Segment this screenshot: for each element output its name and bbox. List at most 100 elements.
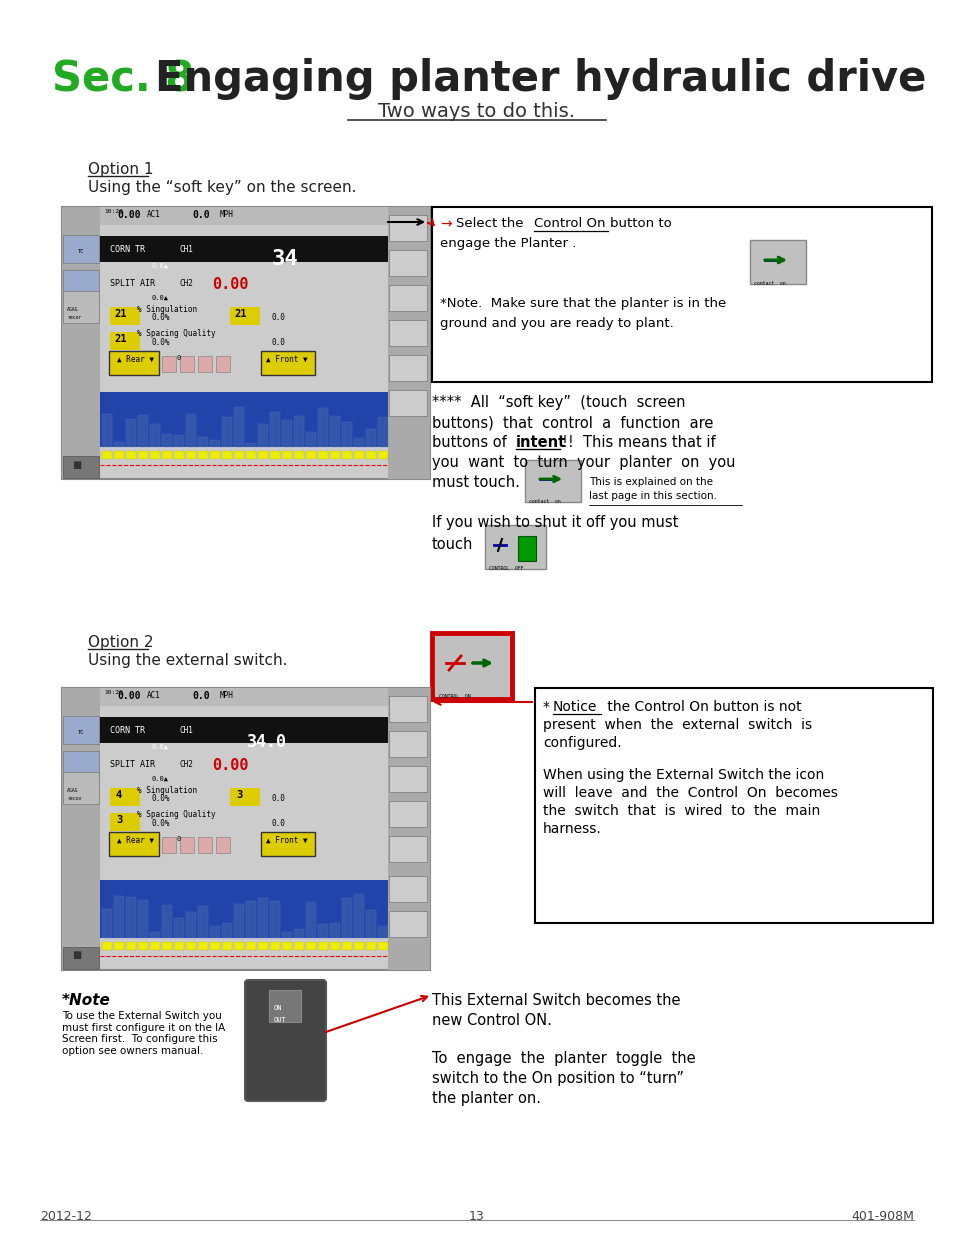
Text: 0.00: 0.00: [212, 758, 248, 773]
FancyBboxPatch shape: [63, 751, 99, 779]
FancyBboxPatch shape: [100, 718, 388, 743]
Text: MPH: MPH: [220, 210, 233, 219]
Text: 0.0▲: 0.0▲: [152, 263, 169, 269]
FancyBboxPatch shape: [162, 837, 175, 853]
Text: % Singulation: % Singulation: [137, 305, 197, 314]
FancyBboxPatch shape: [230, 788, 260, 806]
Text: ****  All  “soft key”  (touch  screen: **** All “soft key” (touch screen: [432, 395, 685, 410]
FancyBboxPatch shape: [162, 942, 172, 950]
Text: 0.0▲: 0.0▲: [152, 743, 169, 750]
FancyBboxPatch shape: [341, 942, 352, 950]
FancyBboxPatch shape: [330, 451, 339, 459]
FancyBboxPatch shape: [173, 942, 184, 950]
Text: AGAG: AGAG: [67, 308, 78, 312]
FancyBboxPatch shape: [210, 451, 220, 459]
FancyBboxPatch shape: [150, 451, 160, 459]
FancyBboxPatch shape: [389, 390, 427, 416]
Text: buttons)  that  control  a  function  are: buttons) that control a function are: [432, 415, 713, 430]
Text: MPH: MPH: [220, 692, 233, 700]
FancyBboxPatch shape: [138, 415, 148, 447]
FancyBboxPatch shape: [270, 942, 280, 950]
Text: When using the External Switch the icon: When using the External Switch the icon: [542, 768, 823, 782]
FancyBboxPatch shape: [270, 902, 280, 939]
Text: This is explained on the: This is explained on the: [588, 477, 712, 487]
FancyBboxPatch shape: [126, 897, 136, 939]
Text: 401-908M: 401-908M: [850, 1210, 913, 1223]
FancyBboxPatch shape: [389, 731, 427, 757]
FancyBboxPatch shape: [180, 837, 193, 853]
FancyBboxPatch shape: [113, 451, 124, 459]
FancyBboxPatch shape: [198, 942, 208, 950]
FancyBboxPatch shape: [306, 942, 315, 950]
FancyBboxPatch shape: [198, 356, 212, 372]
FancyBboxPatch shape: [109, 351, 159, 375]
Text: contact  on: contact on: [529, 499, 560, 504]
FancyBboxPatch shape: [306, 432, 315, 447]
FancyBboxPatch shape: [282, 932, 292, 939]
FancyBboxPatch shape: [269, 990, 301, 1023]
Text: 0.0%: 0.0%: [152, 312, 171, 322]
FancyBboxPatch shape: [377, 926, 388, 939]
Text: !!  This means that if: !! This means that if: [561, 435, 715, 450]
Text: engage the Planter .: engage the Planter .: [439, 237, 576, 249]
Text: *Note: *Note: [62, 993, 111, 1008]
FancyBboxPatch shape: [102, 909, 112, 939]
Text: recor: recor: [67, 315, 81, 320]
FancyBboxPatch shape: [389, 285, 427, 311]
FancyBboxPatch shape: [389, 249, 427, 275]
FancyBboxPatch shape: [63, 235, 99, 263]
FancyBboxPatch shape: [282, 420, 292, 447]
FancyBboxPatch shape: [113, 942, 124, 950]
Text: 0: 0: [177, 836, 181, 842]
Text: button to: button to: [609, 217, 671, 230]
Text: Sec. 8: Sec. 8: [52, 58, 194, 100]
Text: CH2: CH2: [180, 279, 193, 288]
Text: 0.0▲: 0.0▲: [152, 776, 169, 782]
Text: CORN TR: CORN TR: [110, 245, 145, 254]
FancyBboxPatch shape: [222, 942, 232, 950]
FancyBboxPatch shape: [126, 419, 136, 447]
FancyBboxPatch shape: [294, 942, 304, 950]
FancyBboxPatch shape: [317, 942, 328, 950]
FancyBboxPatch shape: [186, 942, 195, 950]
FancyBboxPatch shape: [388, 688, 430, 969]
Text: 0: 0: [177, 354, 181, 361]
Text: This External Switch becomes the: This External Switch becomes the: [432, 993, 679, 1008]
FancyBboxPatch shape: [63, 947, 99, 969]
FancyBboxPatch shape: [222, 923, 232, 939]
FancyBboxPatch shape: [110, 308, 140, 325]
Text: 0.00: 0.00: [117, 210, 140, 220]
FancyBboxPatch shape: [366, 910, 375, 939]
FancyBboxPatch shape: [432, 207, 931, 382]
FancyBboxPatch shape: [233, 406, 244, 447]
FancyBboxPatch shape: [63, 291, 99, 324]
FancyBboxPatch shape: [282, 451, 292, 459]
FancyBboxPatch shape: [306, 903, 315, 939]
FancyBboxPatch shape: [162, 451, 172, 459]
FancyBboxPatch shape: [100, 881, 388, 939]
Text: 0.0%: 0.0%: [152, 819, 171, 827]
Text: the  switch  that  is  wired  to  the  main: the switch that is wired to the main: [542, 804, 820, 818]
FancyBboxPatch shape: [62, 207, 430, 479]
Text: 3: 3: [235, 790, 242, 800]
FancyBboxPatch shape: [62, 207, 100, 479]
Text: 0.0: 0.0: [272, 819, 286, 827]
Text: the Control On button is not: the Control On button is not: [602, 700, 801, 714]
Text: 34: 34: [272, 249, 298, 269]
FancyBboxPatch shape: [100, 391, 388, 447]
Text: 0.00: 0.00: [212, 277, 248, 291]
FancyBboxPatch shape: [186, 414, 195, 447]
FancyBboxPatch shape: [749, 240, 805, 284]
Text: 0.00: 0.00: [117, 692, 140, 701]
Text: 0.0: 0.0: [272, 312, 286, 322]
Text: 0.0: 0.0: [192, 692, 210, 701]
Text: Option 1: Option 1: [88, 162, 153, 177]
FancyBboxPatch shape: [294, 415, 304, 447]
FancyBboxPatch shape: [366, 429, 375, 447]
FancyBboxPatch shape: [389, 354, 427, 382]
FancyBboxPatch shape: [389, 876, 427, 902]
FancyBboxPatch shape: [138, 451, 148, 459]
FancyBboxPatch shape: [257, 424, 268, 447]
FancyBboxPatch shape: [517, 536, 536, 561]
FancyBboxPatch shape: [389, 697, 427, 722]
